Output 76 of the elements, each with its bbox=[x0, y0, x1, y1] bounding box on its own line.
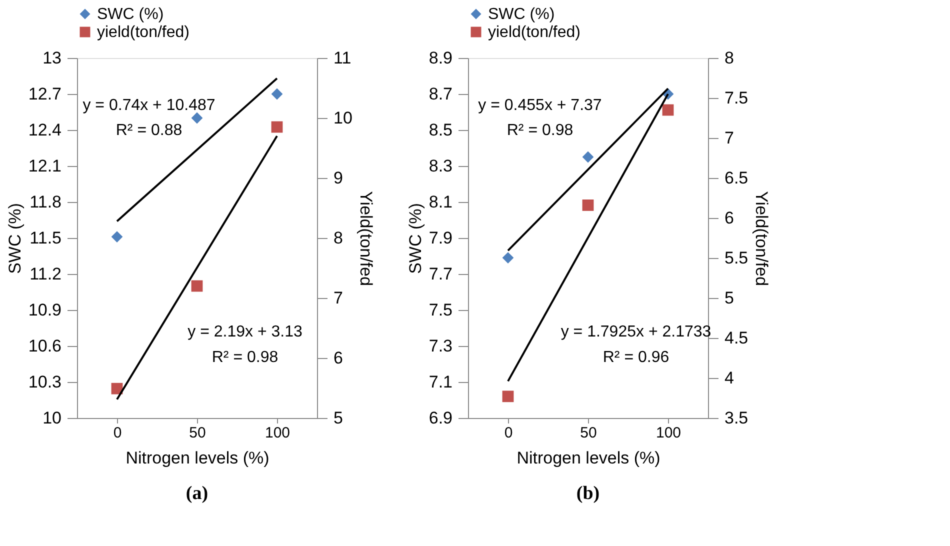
y2-tick-label: 4 bbox=[724, 368, 734, 388]
point bbox=[191, 280, 203, 292]
y2-tick-label: 5 bbox=[724, 288, 734, 308]
point bbox=[191, 112, 203, 124]
y-tick-label: 8.1 bbox=[428, 192, 452, 212]
y-tick-label: 11.2 bbox=[30, 264, 62, 284]
x-tick-label: 50 bbox=[580, 424, 597, 442]
y2-tick-label: 8 bbox=[724, 48, 734, 68]
y-tick-label: 7.9 bbox=[428, 228, 452, 248]
annotation: y = 2.19x + 3.13 bbox=[188, 324, 302, 341]
annotation: y = 0.74x + 10.487 bbox=[82, 96, 216, 114]
annotation: R² = 0.96 bbox=[602, 348, 670, 366]
y-tick-label: 10 bbox=[42, 408, 62, 428]
y-tick-label: 11.8 bbox=[30, 192, 62, 212]
y-tick-label: 7.3 bbox=[428, 336, 452, 356]
point bbox=[271, 121, 283, 133]
y2-tick-label: 5 bbox=[334, 408, 343, 428]
y-tick-label: 8.7 bbox=[428, 84, 452, 104]
y-tick-label: 8.3 bbox=[428, 156, 452, 176]
point bbox=[582, 200, 594, 211]
text: (a) bbox=[186, 483, 208, 504]
y2-tick-label: 3.5 bbox=[724, 408, 748, 428]
y-tick-label: 8.5 bbox=[428, 120, 452, 140]
legend-label: yield(ton/fed) bbox=[97, 24, 190, 41]
y-axis-title: SWC (%) bbox=[406, 203, 425, 274]
x-axis-title: Nitrogen levels (%) bbox=[126, 448, 270, 468]
y2-tick-label: 6 bbox=[334, 348, 343, 368]
annotation: y = 1.7925x + 2.1733 bbox=[560, 324, 712, 341]
y-tick-label: 13 bbox=[42, 48, 62, 68]
y-tick-label: 7.5 bbox=[428, 300, 452, 320]
y-tick-label: 10.3 bbox=[28, 372, 62, 392]
point bbox=[662, 104, 674, 116]
y2-tick-label: 7.5 bbox=[724, 88, 748, 108]
y2-tick-label: 6.5 bbox=[724, 168, 748, 188]
annotation: R² = 0.98 bbox=[212, 348, 278, 366]
point bbox=[271, 88, 283, 100]
y2-tick-label: 5.5 bbox=[724, 248, 748, 268]
x-tick-label: 100 bbox=[264, 424, 290, 442]
legend-label: SWC (%) bbox=[488, 6, 555, 23]
y2-tick-label: 7 bbox=[334, 288, 343, 308]
y-tick-label: 7.7 bbox=[428, 264, 452, 284]
annotation: y = 0.455x + 7.37 bbox=[478, 96, 602, 114]
x-tick-label: 100 bbox=[656, 424, 682, 442]
y-tick-label: 10.9 bbox=[28, 300, 62, 320]
annotation: R² = 0.98 bbox=[506, 122, 574, 139]
text: (b) bbox=[576, 483, 600, 504]
legend-label: yield(ton/fed) bbox=[488, 24, 580, 41]
y2-tick-label: 10 bbox=[334, 108, 352, 128]
y2-tick-label: 11 bbox=[334, 48, 352, 68]
y-axis-title: SWC (%) bbox=[5, 203, 24, 274]
y2-tick-label: 8 bbox=[334, 228, 343, 248]
y2-tick-label: 6 bbox=[724, 208, 734, 228]
y2-tick-label: 7 bbox=[724, 128, 734, 148]
y2-tick-label: 9 bbox=[334, 168, 343, 188]
y-tick-label: 8.9 bbox=[428, 48, 452, 68]
y-tick-label: 12.7 bbox=[28, 84, 62, 104]
y2-axis-title: Yield(ton/fed bbox=[356, 191, 376, 286]
x-tick-label: 0 bbox=[504, 424, 513, 442]
y-tick-label: 12.4 bbox=[28, 120, 62, 140]
annotation: R² = 0.88 bbox=[116, 122, 182, 139]
x-tick-label: 50 bbox=[189, 424, 206, 442]
y-tick-label: 10.6 bbox=[28, 336, 62, 356]
legend-label: SWC (%) bbox=[97, 6, 164, 23]
point bbox=[502, 252, 514, 264]
point bbox=[111, 382, 123, 394]
x-axis-title: Nitrogen levels (%) bbox=[516, 448, 660, 468]
y-tick-label: 12.1 bbox=[28, 156, 62, 176]
y-tick-label: 11.5 bbox=[30, 228, 62, 248]
y-tick-label: 7.1 bbox=[428, 372, 452, 392]
y-tick-label: 6.9 bbox=[428, 408, 452, 428]
point bbox=[502, 390, 514, 402]
point bbox=[111, 231, 123, 242]
x-tick-label: 0 bbox=[113, 424, 122, 442]
y2-axis-title: Yield(ton/fed bbox=[752, 191, 772, 286]
point bbox=[582, 151, 594, 163]
y2-tick-label: 4.5 bbox=[724, 328, 748, 348]
